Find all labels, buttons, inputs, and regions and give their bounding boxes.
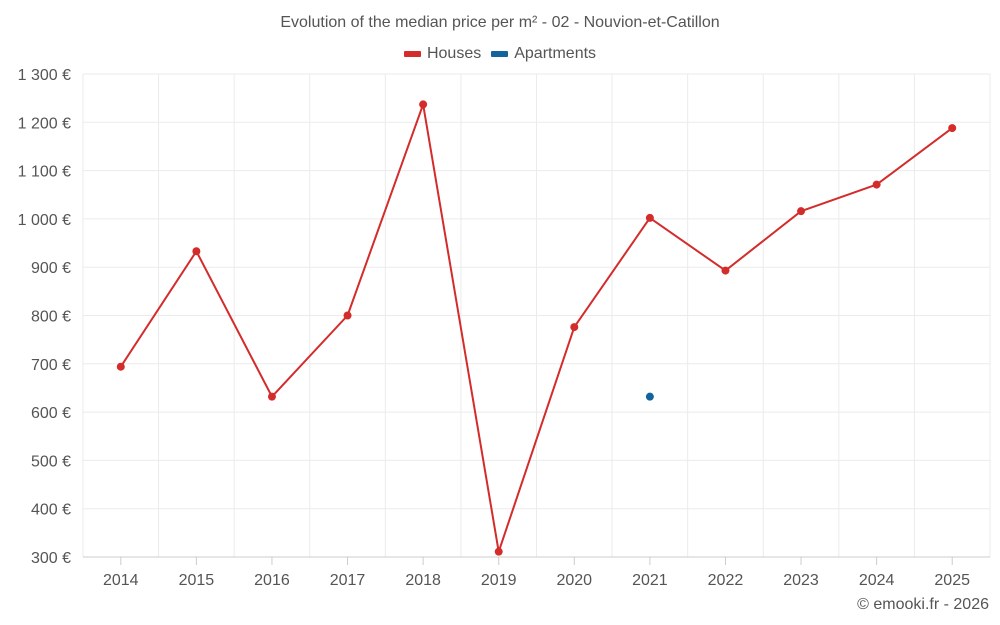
y-tick-label: 1 100 € xyxy=(18,164,71,181)
data-point-houses xyxy=(797,207,806,216)
y-tick-label: 400 € xyxy=(31,502,71,519)
chart-title: Evolution of the median price per m² - 0… xyxy=(280,14,720,31)
data-point-houses xyxy=(948,124,957,133)
legend-label-apartments: Apartments xyxy=(514,45,597,62)
data-point-houses xyxy=(116,362,125,371)
legend-swatch-houses xyxy=(403,51,421,57)
y-tick-label: 600 € xyxy=(31,405,71,422)
x-tick-label: 2022 xyxy=(708,572,744,589)
x-tick-label: 2024 xyxy=(859,572,895,589)
x-tick-label: 2020 xyxy=(556,572,592,589)
x-tick-label: 2021 xyxy=(632,572,668,589)
legend-item-apartments[interactable]: Apartments xyxy=(491,45,596,63)
x-tick-label: 2025 xyxy=(934,572,970,589)
y-tick-label: 700 € xyxy=(31,357,71,374)
x-tick-label: 2014 xyxy=(103,572,139,589)
y-tick-label: 1 000 € xyxy=(18,212,71,229)
data-point-houses xyxy=(192,247,201,256)
x-tick-label: 2015 xyxy=(179,572,215,589)
y-tick-label: 1 200 € xyxy=(18,115,71,132)
data-point-houses xyxy=(267,392,276,401)
legend-item-houses[interactable]: Houses xyxy=(403,45,482,63)
legend: Houses Apartments xyxy=(0,45,1000,63)
data-point-houses xyxy=(721,266,730,275)
data-point-houses xyxy=(570,323,579,332)
y-tick-label: 300 € xyxy=(31,550,71,567)
y-tick-label: 1 300 € xyxy=(18,67,71,84)
legend-label-houses: Houses xyxy=(426,45,482,62)
data-point-houses xyxy=(343,311,352,320)
data-point-houses xyxy=(645,213,654,222)
x-tick-label: 2016 xyxy=(254,572,290,589)
y-tick-label: 800 € xyxy=(31,309,71,326)
credit: © emooki.fr - 2026 xyxy=(857,596,989,613)
x-tick-label: 2023 xyxy=(783,572,819,589)
series-line-houses xyxy=(119,103,953,553)
y-tick-label: 500 € xyxy=(31,453,71,470)
x-tick-label: 2019 xyxy=(481,572,517,589)
x-tick-label: 2017 xyxy=(330,572,366,589)
data-point-houses xyxy=(494,547,503,556)
legend-swatch-apartments xyxy=(491,51,509,57)
data-point-houses xyxy=(419,100,428,109)
data-point-apartments xyxy=(645,392,654,401)
data-point-houses xyxy=(872,180,881,189)
y-tick-label: 900 € xyxy=(31,260,71,277)
x-tick-label: 2018 xyxy=(405,572,441,589)
